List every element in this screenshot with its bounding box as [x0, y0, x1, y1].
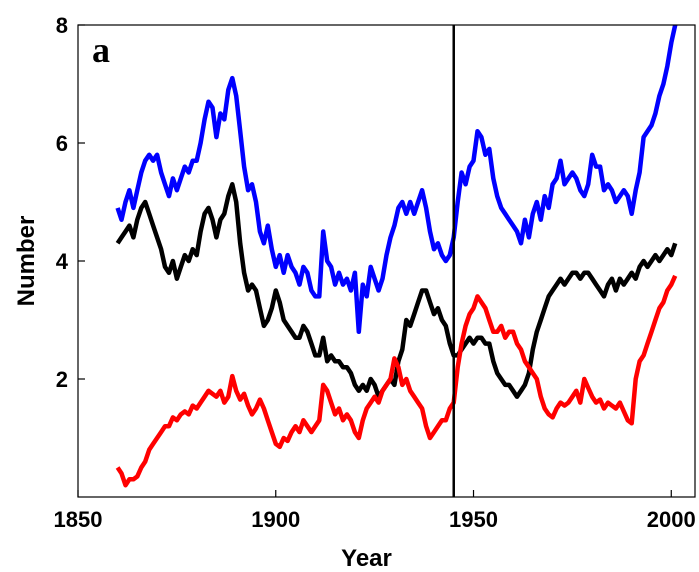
series-line-1: [115, 24, 678, 335]
panel-label: a: [92, 30, 110, 70]
series-line-3: [115, 274, 678, 488]
x-tick-label: 2000: [647, 507, 696, 532]
x-tick-label: 1950: [449, 507, 498, 532]
x-tick-label: 1900: [251, 507, 300, 532]
y-tick-label: 4: [56, 249, 69, 274]
y-axis-ticks: 2 4 6 8: [56, 13, 85, 392]
y-tick-label: 6: [56, 131, 68, 156]
series-lines: [115, 24, 678, 488]
series-line-2: [115, 182, 678, 399]
x-axis-ticks: 1850 1900 1950 2000: [54, 490, 696, 532]
y-tick-label: 8: [56, 13, 68, 38]
y-axis-label: Number: [13, 216, 40, 307]
x-tick-label: 1850: [54, 507, 103, 532]
y-tick-label: 2: [56, 367, 68, 392]
x-axis-label: Year: [341, 545, 392, 572]
